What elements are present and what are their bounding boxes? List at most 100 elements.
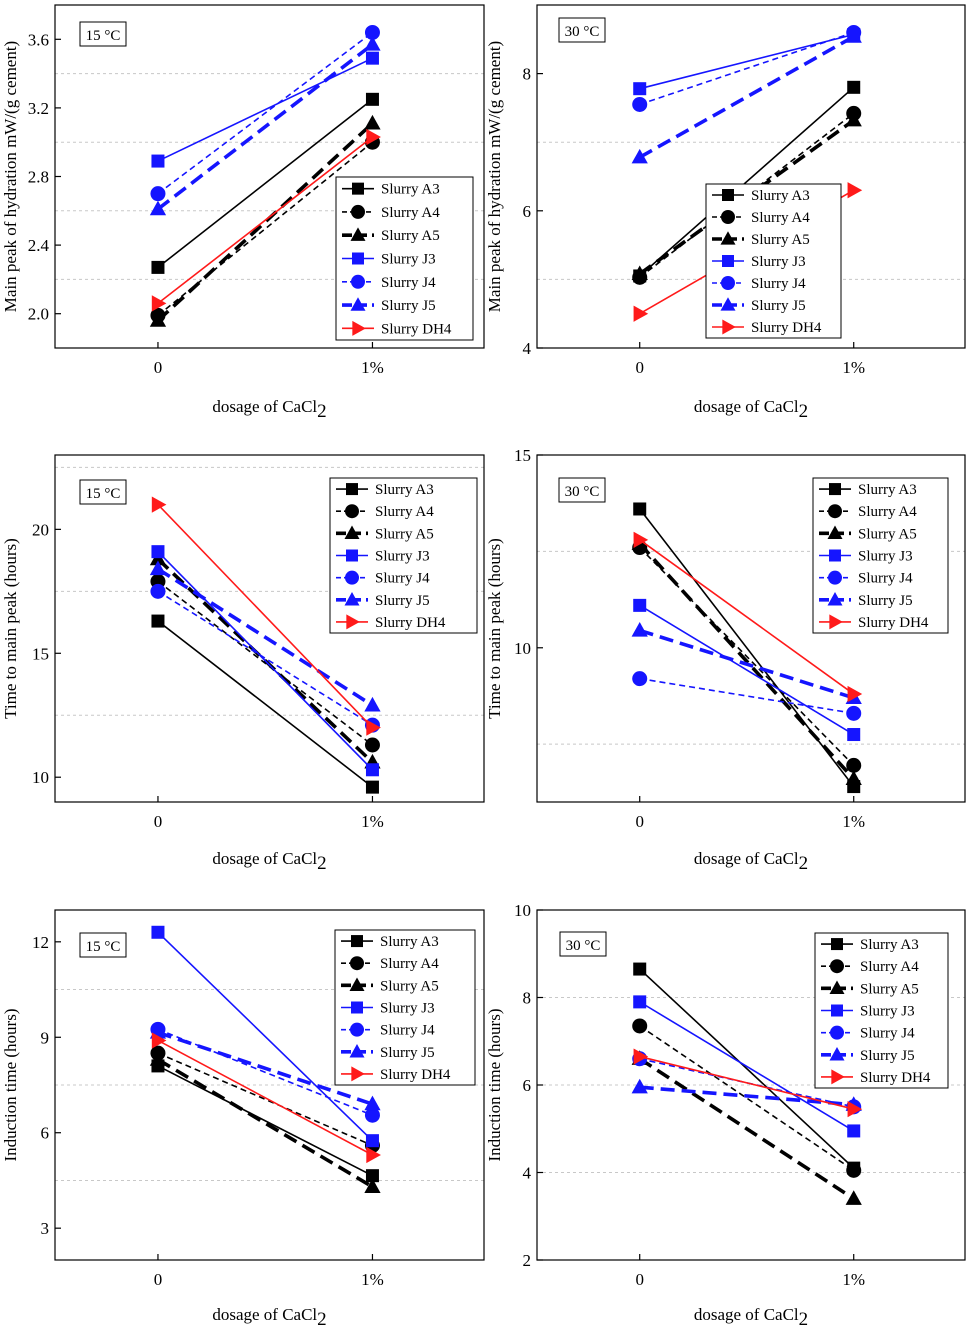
x-tick-label: 0 [154,812,163,831]
series-line [156,43,374,211]
data-point [151,154,165,168]
y-tick-label: 10 [514,901,531,920]
series-line [638,1057,855,1201]
y-tick-label: 2.8 [28,168,49,187]
legend: Slurry A3 Slurry A4 Slurry A5 Slurry J3 Slur… [812,477,949,634]
legend-label: Slurry A5 [375,526,434,542]
temperature-box: 15 °C [79,932,127,958]
series-slurry-j5 [149,560,381,712]
data-point [847,1124,861,1138]
legend-item: Slurry J4 [712,276,806,292]
legend-label: Slurry A4 [380,956,439,972]
legend-item: Slurry A4 [341,956,439,972]
legend-marker [351,1001,363,1014]
data-point [150,186,166,202]
legend-frame [814,932,949,1089]
legend-label: Slurry J4 [858,571,913,587]
temperature-label: 30 °C [566,938,601,954]
panel-middle-left: 10 15 20 0 1% dosage of CaCl2 Time to main pea… [1,454,485,874]
y-tick-label: 15 [32,644,49,663]
legend-label: Slurry DH4 [375,615,446,631]
data-point [631,148,648,164]
legend-item: Slurry A3 [712,188,810,204]
legend-label: Slurry J4 [380,1023,435,1039]
legend-item: Slurry J3 [819,549,913,565]
panel-top-left: 2.0 2.4 2.8 3.2 3.6 0 1% dosage of CaCl2 Main pe… [1,4,485,422]
legend-item: Slurry A3 [336,482,434,498]
legend-label: Slurry A4 [751,210,810,226]
data-point [632,96,648,112]
legend-item: Slurry A5 [712,231,810,248]
legend-marker [829,549,841,562]
legend: Slurry A3 Slurry A4 Slurry A5 Slurry J3 Slur… [705,183,842,339]
legend-label: Slurry J5 [375,593,430,609]
data-point [846,1162,862,1178]
series-slurry-j4 [150,24,380,202]
legend-item: Slurry J5 [341,1043,435,1061]
legend-marker [831,1004,843,1017]
series-line [639,1085,854,1107]
data-point [633,598,647,612]
legend-marker [349,977,365,992]
data-point [151,1032,167,1049]
y-tick-label: 2 [523,1251,532,1270]
plot-frame [536,4,966,349]
legend-item: Slurry A3 [821,937,919,953]
data-point [364,1095,381,1111]
legend-item: Slurry J4 [341,1022,435,1039]
legend-label: Slurry J3 [751,254,806,270]
legend-item: Slurry J5 [821,1046,915,1064]
legend-marker [352,182,364,195]
legend-label: Slurry J5 [860,1048,915,1064]
legend-label: Slurry A5 [858,526,917,542]
series-line [156,122,374,322]
series-line [639,677,854,715]
series-slurry-a5 [149,1051,381,1193]
x-tick-label: 1% [361,358,384,377]
legend-marker [721,276,735,290]
y-tick-label: 15 [514,446,531,465]
panel-bottom-left: 3 6 9 12 0 1% dosage of CaCl2 Induction time (h… [1,909,485,1328]
y-tick-label: 6 [523,202,532,221]
legend-marker [352,320,366,336]
data-point [365,763,379,777]
legend-item: Slurry J5 [336,591,430,609]
legend-label: Slurry A4 [858,504,917,520]
legend-item: Slurry A4 [819,504,917,520]
series-slurry-dh4 [151,496,381,736]
temperature-box: 30 °C [558,477,606,503]
data-point [633,531,649,548]
data-point [847,1100,863,1118]
series-line [639,1025,855,1171]
plot-frame [536,454,966,803]
legend-label: Slurry A3 [380,934,439,950]
legend-label: Slurry J4 [375,571,430,587]
data-point [366,1146,381,1164]
legend-marker [352,252,364,265]
legend-label: Slurry A4 [860,959,919,975]
data-point [633,962,647,976]
y-tick-label: 3.2 [28,99,49,118]
legend-marker [345,570,359,585]
legend-item: Slurry A5 [336,525,434,542]
data-point [149,312,167,327]
data-point [633,502,647,516]
legend-label: Slurry A3 [751,188,810,204]
x-tick-label: 1% [361,1270,384,1289]
legend-label: Slurry DH4 [381,321,452,337]
legend-label: Slurry A3 [375,482,434,498]
y-tick-label: 4 [523,1164,532,1183]
data-point [633,82,647,96]
legend-marker [831,938,843,951]
data-point [847,80,861,94]
data-point [631,1078,648,1094]
temperature-label: 30 °C [565,484,600,500]
legend-marker [831,1069,845,1085]
x-tick-label: 0 [154,1270,163,1289]
y-tick-label: 12 [32,933,49,952]
data-point [151,496,167,513]
series-line [157,590,373,726]
legend-marker [828,504,842,519]
series-line [639,539,855,695]
x-tick-label: 0 [154,358,163,377]
